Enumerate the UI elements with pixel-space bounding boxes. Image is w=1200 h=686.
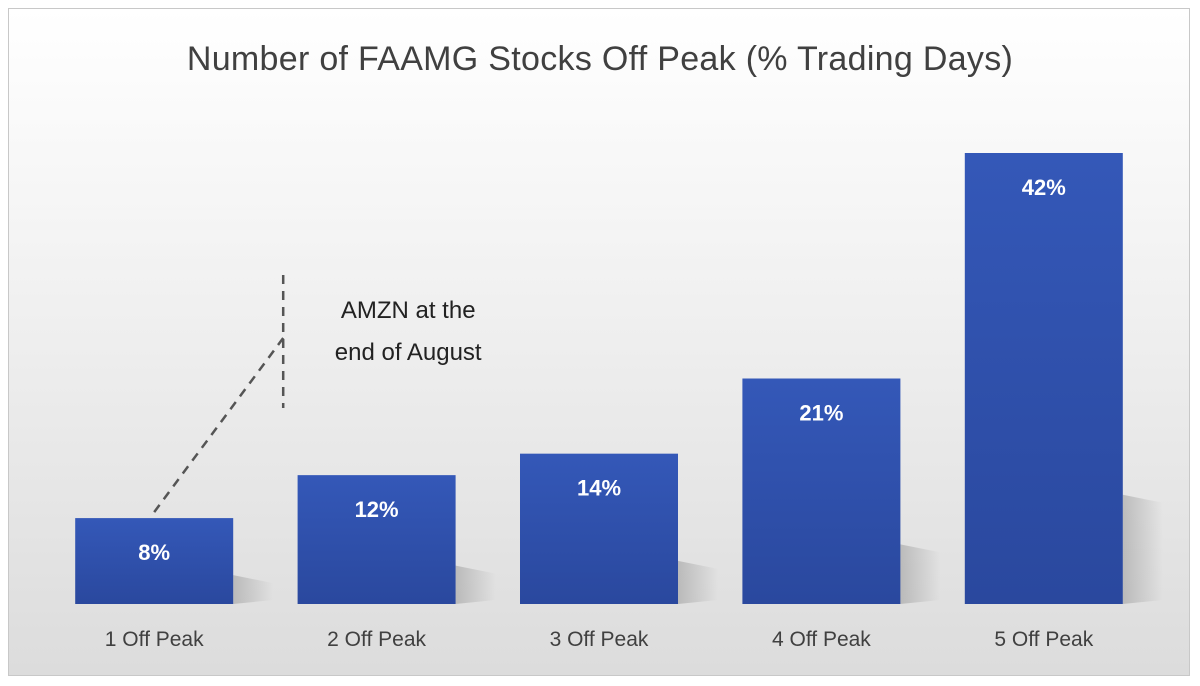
bar-shadow xyxy=(455,565,496,604)
bar-2 xyxy=(297,475,456,604)
bar-shadow xyxy=(1122,494,1163,604)
category-label: 1 Off Peak xyxy=(105,628,204,651)
bar-value-label: 12% xyxy=(355,497,399,522)
annotation-text: AMZN at the xyxy=(341,297,476,324)
bar-value-label: 42% xyxy=(1022,175,1066,200)
bar-4 xyxy=(742,378,901,604)
chart-title: Number of FAAMG Stocks Off Peak (% Tradi… xyxy=(186,40,1014,78)
category-label: 4 Off Peak xyxy=(772,628,871,651)
category-label: 5 Off Peak xyxy=(994,628,1093,651)
annotation-text: end of August xyxy=(335,339,482,366)
callout-leader-line xyxy=(153,337,285,513)
category-label: 3 Off Peak xyxy=(550,628,649,651)
bar-shadow xyxy=(900,544,941,604)
bar-value-label: 21% xyxy=(799,401,843,426)
bar-shadow xyxy=(233,575,274,604)
bar-1 xyxy=(75,518,234,604)
bar-shadow xyxy=(678,560,718,604)
bar-5 xyxy=(964,153,1123,604)
bar-3 xyxy=(520,453,678,604)
bar-value-label: 8% xyxy=(138,540,170,565)
bar-value-label: 14% xyxy=(577,476,621,501)
category-label: 2 Off Peak xyxy=(327,628,426,651)
